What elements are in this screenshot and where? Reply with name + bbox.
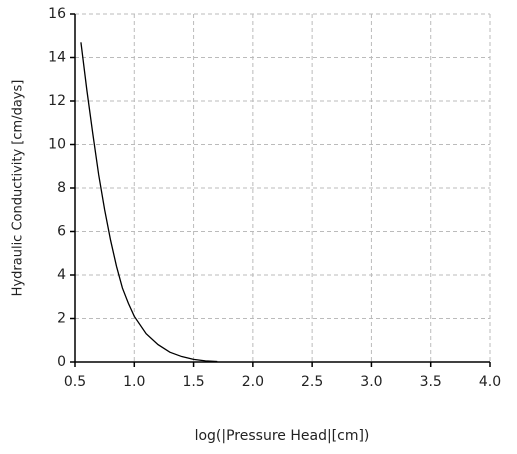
x-tick-label: 3.0 <box>360 374 382 390</box>
x-tick-label: 0.5 <box>64 374 86 390</box>
y-tick-label: 0 <box>57 354 66 370</box>
x-tick-label: 1.0 <box>123 374 145 390</box>
x-tick-label: 3.5 <box>420 374 442 390</box>
y-tick-label: 6 <box>57 224 66 240</box>
x-axis-label: log(|Pressure Head|[cm]) <box>195 428 370 444</box>
y-tick-label: 14 <box>48 50 66 66</box>
y-tick-label: 2 <box>57 311 66 327</box>
y-tick-label: 16 <box>48 6 66 22</box>
y-axis-label: Hydraulic Conductivity [cm/days] <box>11 80 26 297</box>
x-tick-label: 2.0 <box>242 374 264 390</box>
y-tick-label: 4 <box>57 267 66 283</box>
x-tick-label: 2.5 <box>301 374 323 390</box>
y-tick-label: 10 <box>48 137 66 153</box>
x-tick-label: 1.5 <box>182 374 204 390</box>
x-tick-label: 4.0 <box>479 374 501 390</box>
y-tick-label: 8 <box>57 180 66 196</box>
data-line <box>80 42 218 363</box>
y-tick-label: 12 <box>48 93 66 109</box>
